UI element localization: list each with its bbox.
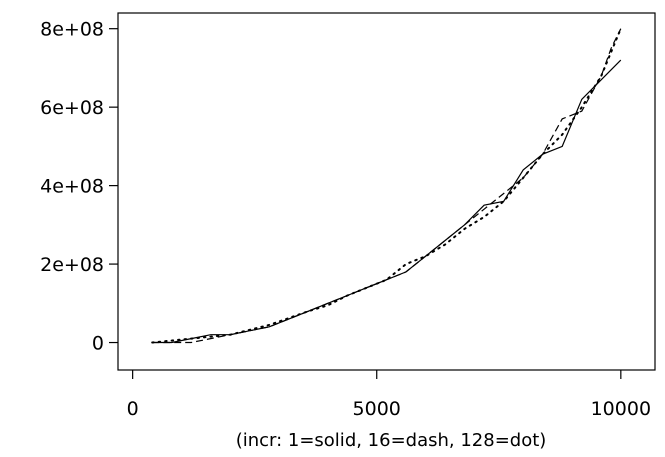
x-axis-title: (incr: 1=solid, 16=dash, 128=dot) [236,430,547,451]
plot-layer: 0 5000 10000 0 2e+08 4e+08 6e+08 8e+08 [40,12,656,420]
y-tick-label: 2e+08 [40,254,104,276]
y-tick-label: 6e+08 [40,97,104,119]
series-line-dot [151,27,622,344]
y-tick-label: 0 [92,333,104,355]
x-tick-label: 0 [127,398,139,420]
plot-frame [117,12,656,371]
series-line-solid [152,59,622,344]
series-line-dash [152,28,622,344]
x-tick-label: 5000 [353,398,401,420]
y-tick-label: 4e+08 [40,176,104,198]
y-tick-label: 8e+08 [40,19,104,41]
x-tick-label: 10000 [591,398,651,420]
